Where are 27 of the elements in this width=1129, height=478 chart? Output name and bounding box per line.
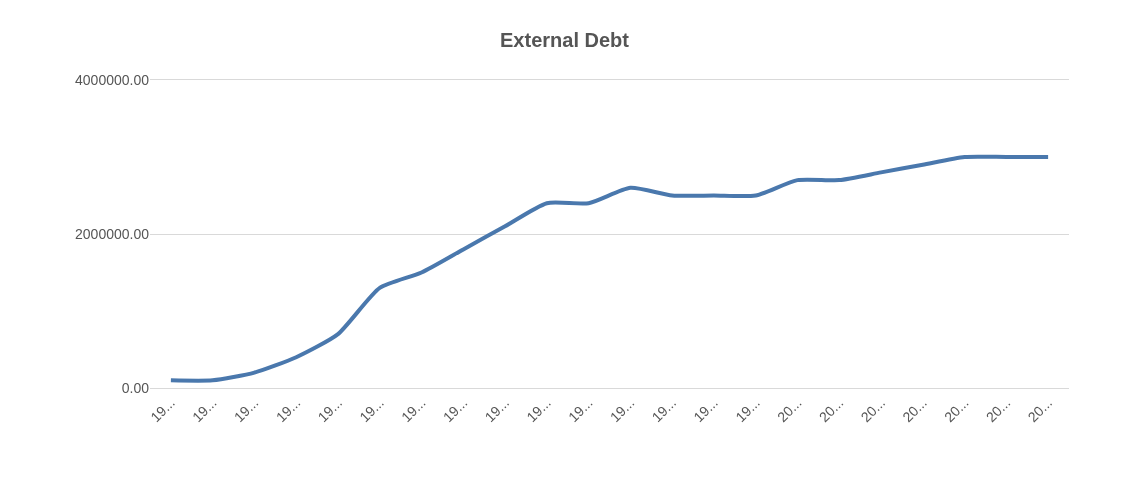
y-tick-label: 2000000.00 <box>75 225 150 242</box>
x-tick-label: 19... <box>732 394 763 426</box>
x-tick-label: 20... <box>982 394 1014 426</box>
x-tick-label: 19... <box>398 394 429 426</box>
x-tick-label: 19... <box>314 394 346 426</box>
x-tick-label: 19... <box>272 394 304 426</box>
x-tick-label: 20... <box>1024 394 1056 426</box>
chart-title: External Debt <box>500 29 630 52</box>
x-tick-label: 20... <box>857 394 889 426</box>
x-tick-label: 19... <box>648 394 680 426</box>
x-tick-label: 20... <box>899 394 930 426</box>
x-tick-label: 19... <box>356 394 387 426</box>
x-tick-label: 19... <box>565 394 596 426</box>
x-tick-label: 19... <box>230 394 262 426</box>
x-tick-label: 19... <box>147 394 178 426</box>
x-tick-label: 20... <box>773 394 805 426</box>
x-tick-label: 19... <box>606 394 638 426</box>
x-tick-label: 20... <box>941 394 972 426</box>
line-series <box>168 154 1051 383</box>
x-tick-label: 19... <box>523 394 554 426</box>
y-tick-label: 4000000.00 <box>75 71 150 88</box>
x-tick-label: 19... <box>690 394 721 426</box>
x-tick-label: 19... <box>439 394 471 426</box>
x-tick-label: 19... <box>189 394 220 426</box>
x-tick-label: 19... <box>481 394 513 426</box>
y-tick-label: 0.00 <box>121 379 150 396</box>
x-tick-label: 20... <box>815 394 847 426</box>
